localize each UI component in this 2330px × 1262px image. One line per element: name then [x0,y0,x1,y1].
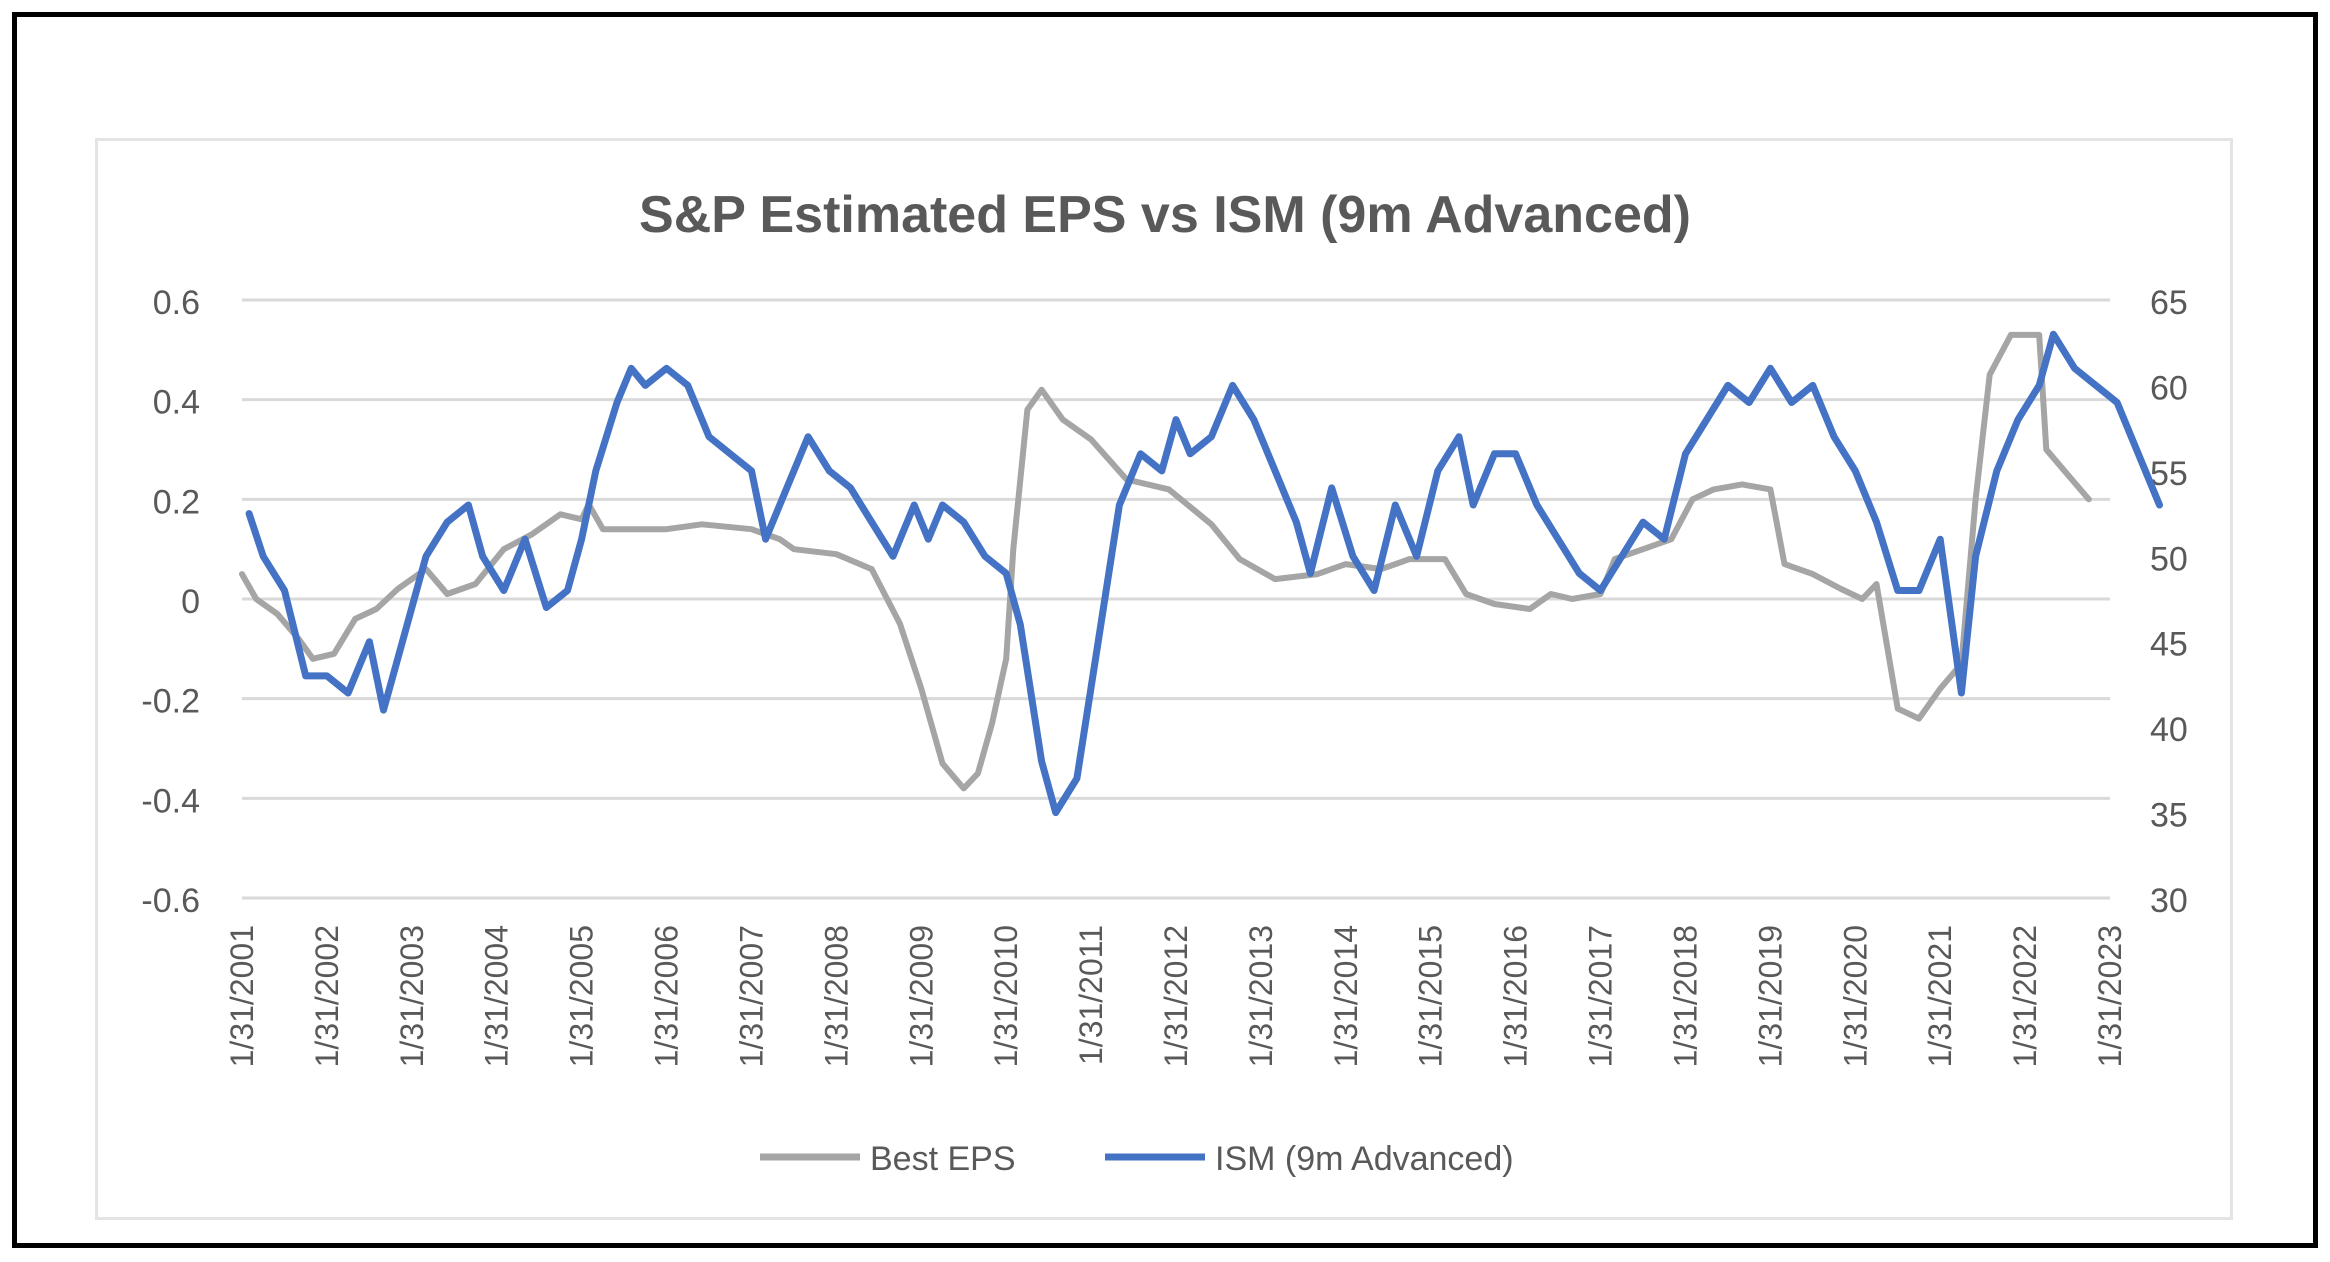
x-tick-label: 1/31/2010 [988,925,1024,1067]
x-tick-label: 1/31/2014 [1328,925,1364,1067]
x-tick-label: 1/31/2023 [2092,925,2128,1067]
left-tick-label: 0 [181,583,200,621]
x-tick-label: 1/31/2001 [224,925,260,1067]
x-tick-label: 1/31/2022 [2007,925,2043,1067]
left-tick-label: 0.2 [153,483,200,521]
x-tick-label: 1/31/2013 [1243,925,1279,1067]
right-tick-label: 65 [2150,284,2188,322]
x-tick-label: 1/31/2006 [649,925,685,1067]
series-lines [239,330,2163,817]
x-tick-label: 1/31/2003 [394,925,430,1067]
right-tick-label: 35 [2150,797,2188,835]
x-tick-label: 1/31/2011 [1073,925,1109,1065]
right-tick-label: 60 [2150,369,2188,407]
x-tick-label: 1/31/2019 [1752,925,1788,1067]
x-tick-label: 1/31/2021 [1922,925,1958,1067]
x-tick-label: 1/31/2002 [309,925,345,1067]
left-tick-label: 0.4 [153,384,200,422]
x-tick-label: 1/31/2004 [479,925,515,1067]
gridlines [242,298,2110,900]
left-tick-label: -0.2 [141,683,200,721]
right-tick-label: 30 [2150,882,2188,920]
x-tick-label: 1/31/2007 [733,925,769,1067]
x-tick-label: 1/31/2020 [1837,925,1873,1067]
left-tick-label: -0.6 [141,882,200,920]
right-tick-label: 50 [2150,540,2188,578]
x-tick-label: 1/31/2005 [564,925,600,1067]
x-axis: 1/31/2001 1/31/2002 1/31/2003 1/31/2004 1/31… [224,925,2128,1067]
x-tick-label: 1/31/2012 [1158,925,1194,1067]
chart-panel [95,138,2233,1220]
series-line-ism [245,330,2163,817]
x-tick-label: 1/31/2009 [903,925,939,1067]
x-tick-label: 1/31/2018 [1667,925,1703,1067]
legend-label: Best EPS [870,1140,1016,1178]
x-tick-label: 1/31/2008 [818,925,854,1067]
legend: Best EPS ISM (9m Advanced) [760,1140,1514,1178]
right-axis: 30 35 40 45 50 55 60 65 [2150,284,2188,920]
legend-label: ISM (9m Advanced) [1215,1140,1514,1178]
right-tick-label: 55 [2150,455,2188,493]
x-tick-label: 1/31/2015 [1413,925,1449,1067]
left-tick-label: -0.4 [141,782,200,820]
left-tick-label: 0.6 [153,284,200,322]
x-tick-label: 1/31/2016 [1498,925,1534,1067]
right-tick-label: 45 [2150,626,2188,664]
chart-title: S&P Estimated EPS vs ISM (9m Advanced) [639,186,1691,244]
left-axis: -0.6 -0.4 -0.2 0 0.2 0.4 0.6 [141,284,200,920]
x-tick-label: 1/31/2017 [1583,925,1619,1067]
right-tick-label: 40 [2150,711,2188,749]
